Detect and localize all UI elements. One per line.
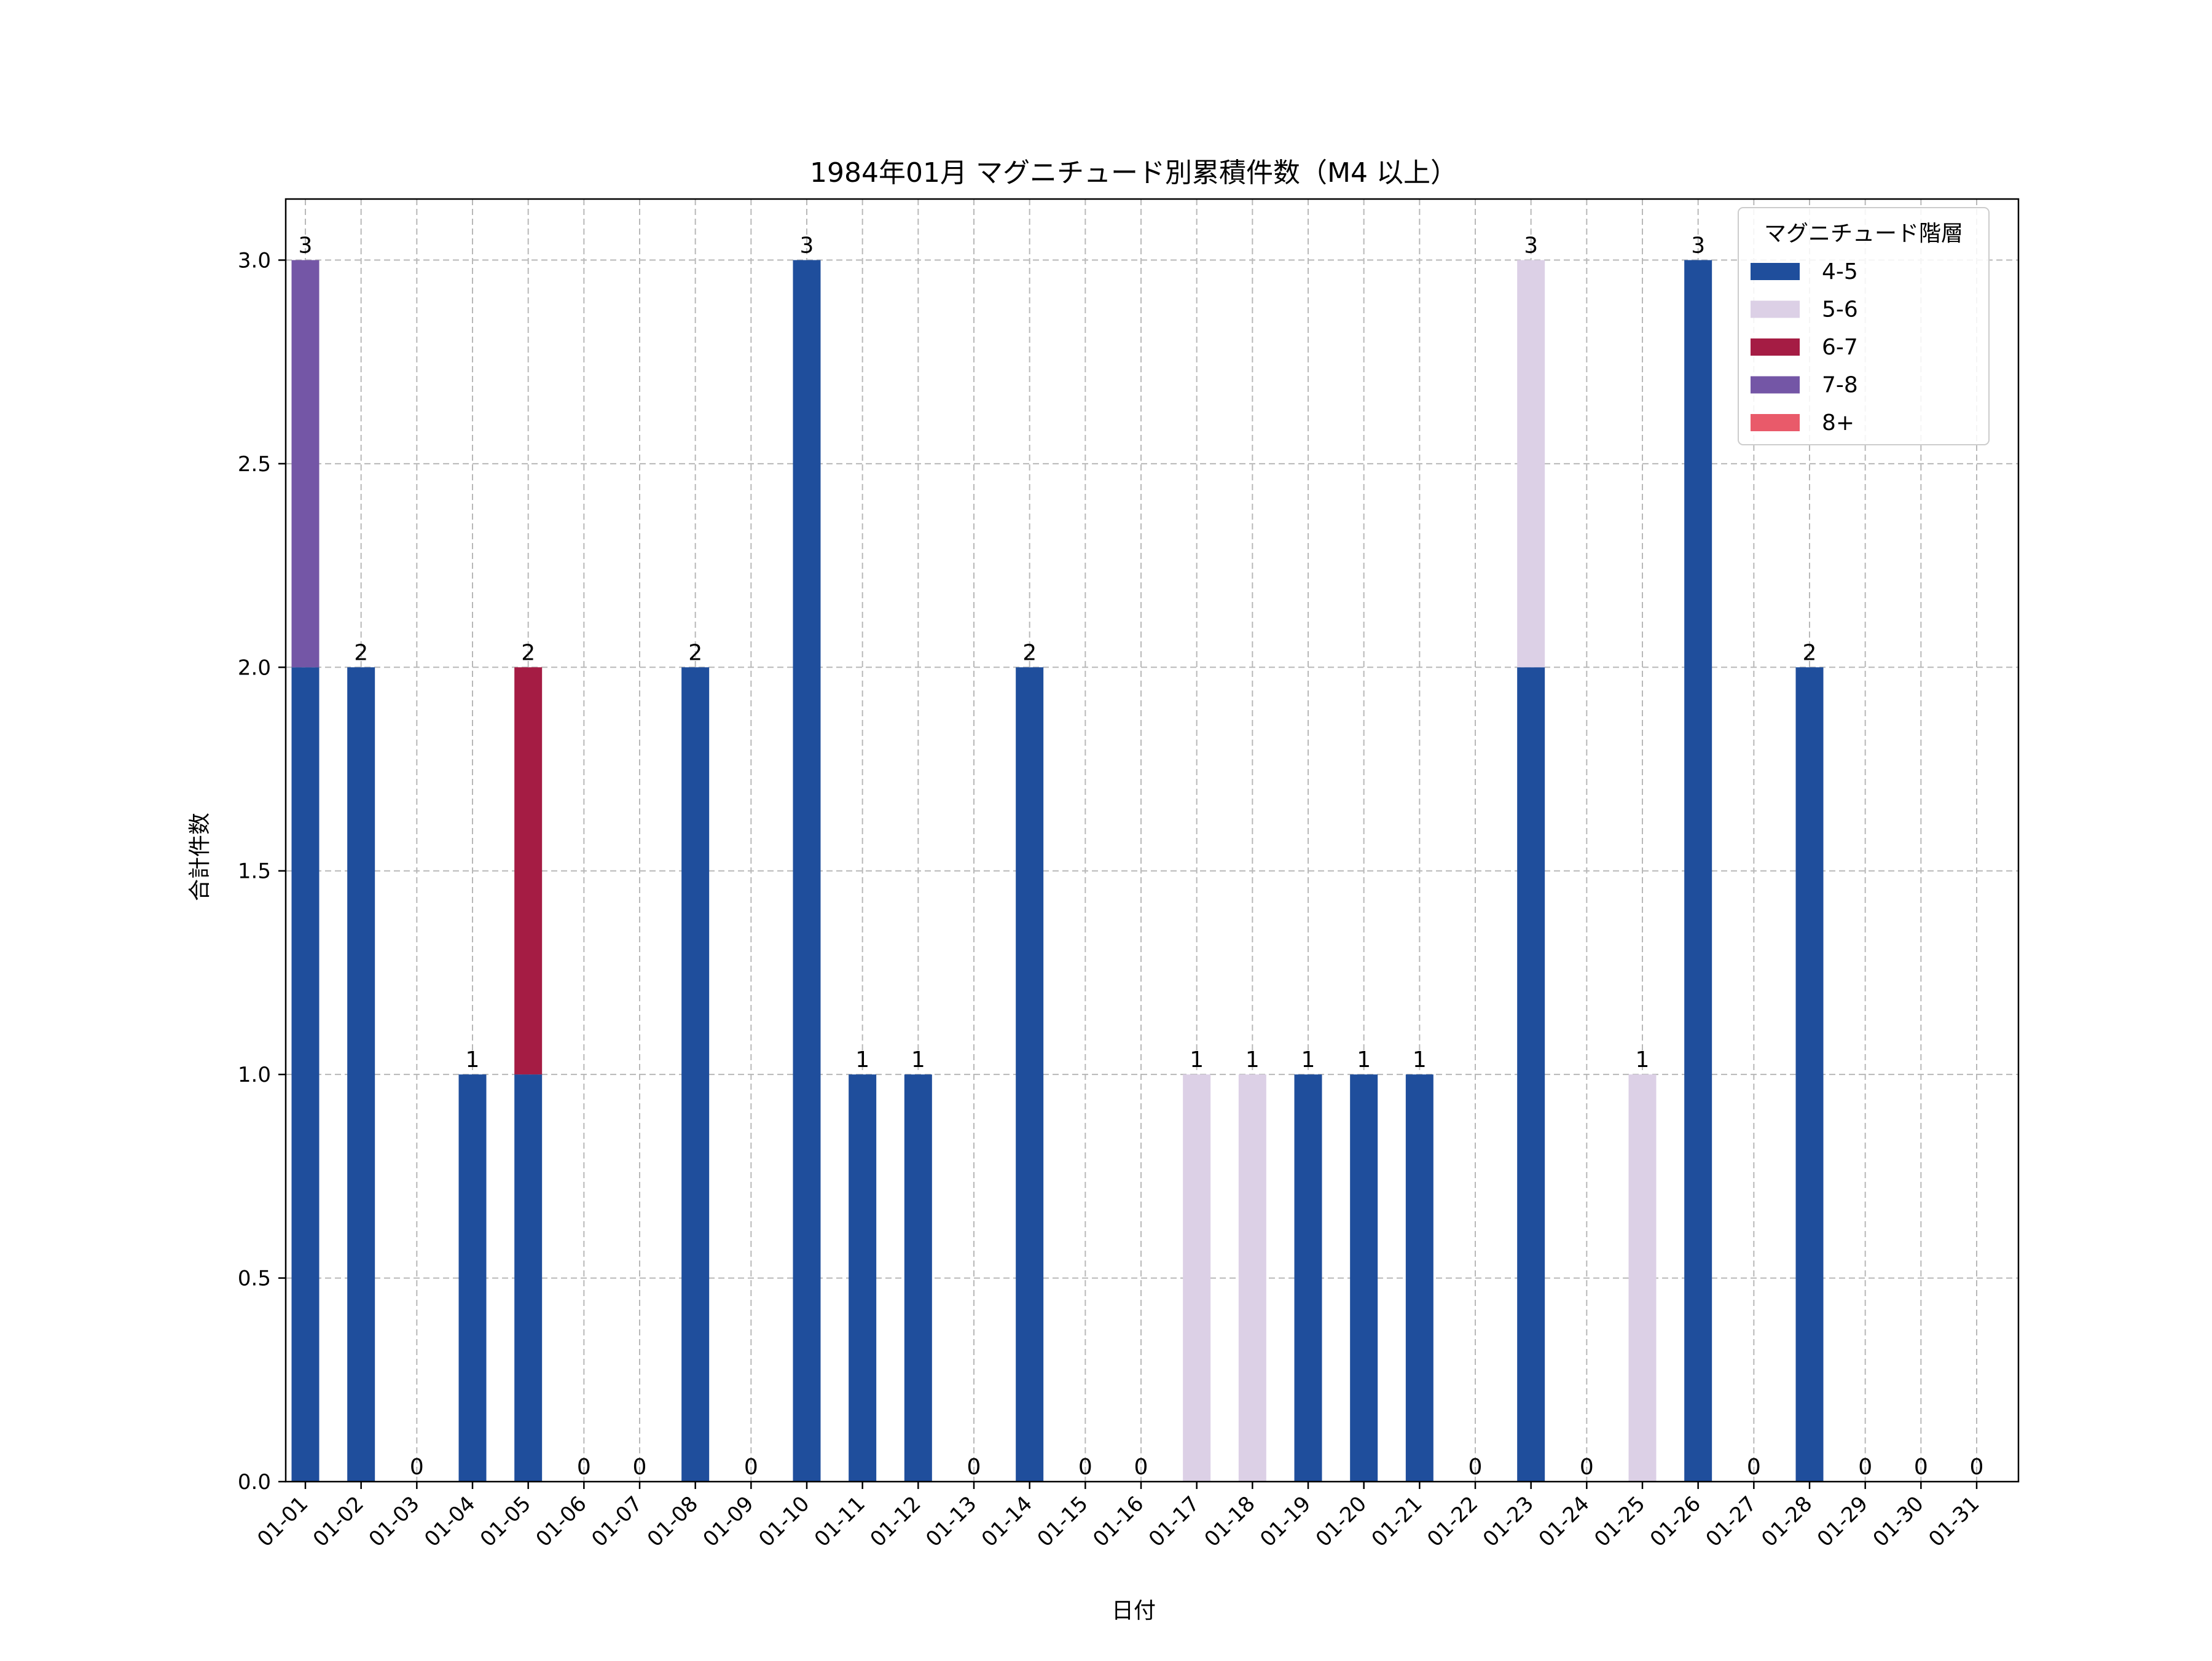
bar-segment-4-5	[681, 667, 710, 1482]
bar-total-label: 1	[466, 1047, 480, 1073]
plot-frame	[284, 198, 2020, 1483]
legend-box	[1738, 207, 1990, 445]
bar-segment-4-5	[458, 1074, 487, 1482]
y-tick-label: 2.5	[238, 452, 271, 477]
legend-label: 5-6	[1822, 297, 1858, 322]
bar-segment-4-5	[904, 1074, 932, 1482]
legend-swatch-6-7	[1751, 338, 1800, 356]
bar-total-label: 0	[967, 1455, 981, 1480]
legend-label: 6-7	[1822, 335, 1858, 360]
bar-total-label: 0	[1078, 1455, 1092, 1480]
legend-items: 4-5 5-6 6-7 7-8 8+	[1751, 259, 1858, 436]
bars	[291, 260, 1824, 1482]
bar-total-label: 1	[911, 1047, 925, 1073]
bar-total-label: 3	[1691, 233, 1705, 258]
legend-label: 7-8	[1822, 373, 1858, 398]
bar-total-label: 0	[744, 1455, 758, 1480]
y-tick-label: 2.0	[238, 655, 271, 680]
y-tick-label: 0.5	[238, 1267, 271, 1291]
y-tick-label: 0.0	[238, 1470, 271, 1495]
bar-total-label: 0	[1469, 1455, 1483, 1480]
bar-segment-4-5	[1294, 1074, 1322, 1482]
bar-total-label: 0	[1134, 1455, 1148, 1480]
y-axis-ticks: 0.0 0.5 1.0 1.5 2.0 2.5 3.0	[238, 248, 286, 1495]
bar-total-label: 0	[410, 1455, 424, 1480]
bar-segment-4-5	[1016, 667, 1044, 1482]
bar-segment-4-5	[347, 667, 375, 1482]
bar-total-label: 3	[299, 233, 313, 258]
bar-segment-4-5	[514, 1074, 543, 1482]
bar-segment-4-5	[291, 667, 320, 1482]
bar-segment-4-5	[1405, 1074, 1433, 1482]
bar-total-label: 1	[855, 1047, 869, 1073]
bar-segment-6-7	[514, 667, 543, 1075]
bar-segment-5-6	[1183, 1074, 1211, 1482]
bar-total-label: 1	[1190, 1047, 1204, 1073]
bar-total-label: 2	[521, 640, 535, 665]
bar-total-label: 0	[1970, 1455, 1984, 1480]
bar-total-label: 1	[1301, 1047, 1316, 1073]
bar-total-label: 3	[1524, 233, 1538, 258]
bar-segment-4-5	[1517, 667, 1545, 1482]
bar-segment-7-8	[291, 260, 320, 668]
bar-total-label: 2	[354, 640, 368, 665]
bar-total-label: 1	[1636, 1047, 1650, 1073]
bar-total-label: 3	[800, 233, 814, 258]
bar-segment-5-6	[1628, 1074, 1657, 1482]
bar-total-label: 1	[1413, 1047, 1427, 1073]
chart-title: 1984年01月 マグニチュード別累積件数（M4 以上）	[810, 157, 1457, 189]
y-axis-label: 合計件数	[187, 813, 213, 901]
bar-total-label: 2	[688, 640, 702, 665]
bar-total-label: 1	[1245, 1047, 1260, 1073]
bar-segment-4-5	[793, 260, 821, 1482]
legend-swatch-8+	[1751, 414, 1800, 431]
bar-total-label: 1	[1357, 1047, 1371, 1073]
legend-label: 8+	[1822, 410, 1854, 436]
y-tick-label: 1.5	[238, 859, 271, 884]
bar-total-label: 2	[1022, 640, 1037, 665]
legend-swatch-5-6	[1751, 300, 1800, 318]
bar-total-label: 2	[1803, 640, 1817, 665]
bar-segment-4-5	[1795, 667, 1824, 1482]
x-axis-label: 日付	[1112, 1598, 1156, 1624]
legend-title: マグニチュード階層	[1764, 221, 1963, 246]
bar-total-label: 0	[1858, 1455, 1872, 1480]
bar-total-label: 0	[633, 1455, 647, 1480]
legend: マグニチュード階層 4-5 5-6 6-7 7-8 8+	[1738, 207, 1990, 445]
bar-segment-5-6	[1238, 1074, 1266, 1482]
bar-total-label: 0	[1747, 1455, 1761, 1480]
y-tick-label: 1.0	[238, 1063, 271, 1087]
y-tick-label: 3.0	[238, 248, 271, 273]
bar-total-label: 0	[577, 1455, 591, 1480]
bar-segment-4-5	[1350, 1074, 1378, 1482]
bar-total-labels: 3 2 0 1 2 0 0 2 0 3 1 1 0 2 0 0 1 1 1 1 1 0 3 0 1 3 0 2 0 0 0	[299, 233, 1984, 1480]
legend-swatch-7-8	[1751, 376, 1800, 394]
bar-total-label: 0	[1580, 1455, 1594, 1480]
legend-swatch-4-5	[1751, 263, 1800, 280]
bar-segment-4-5	[1684, 260, 1712, 1482]
bar-segment-5-6	[1517, 260, 1545, 668]
legend-label: 4-5	[1822, 259, 1858, 284]
bar-total-label: 0	[1914, 1455, 1928, 1480]
bar-segment-4-5	[849, 1074, 877, 1482]
